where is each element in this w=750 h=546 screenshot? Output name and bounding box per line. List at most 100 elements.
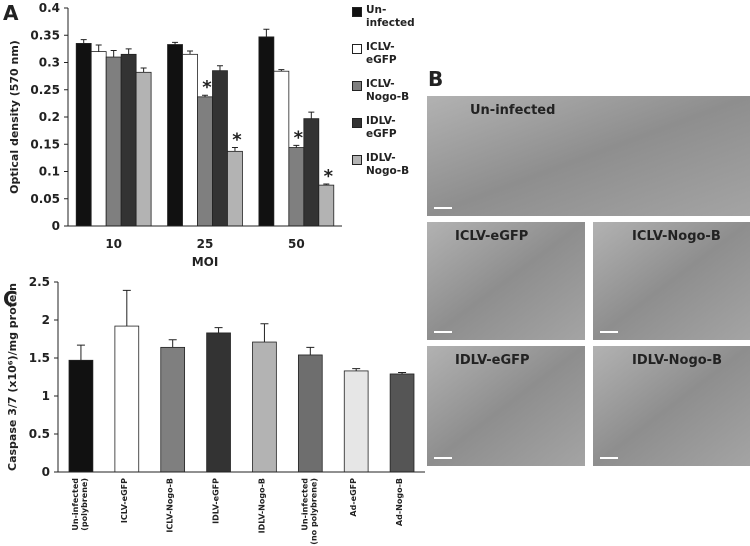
legend-label: Un-infected <box>366 4 415 29</box>
error-bar <box>323 183 330 186</box>
bar <box>105 56 122 227</box>
legend: Un-infected ICLV-eGFP ICLV-Nogo-B IDLV-eGFP… <box>352 4 427 189</box>
error-bar <box>95 44 102 52</box>
error-bar <box>263 28 270 37</box>
bar <box>90 51 107 227</box>
x-tick-label: 50 <box>288 237 305 251</box>
legend-swatch <box>352 7 362 17</box>
bar <box>303 118 320 227</box>
y-axis-title: Optical density (570 nm) <box>8 40 21 194</box>
error-bar <box>306 346 315 355</box>
error-bar <box>168 339 177 348</box>
error-bar <box>187 50 194 55</box>
legend-entry: Un-infected <box>352 4 427 41</box>
legend-entry: ICLV-eGFP <box>352 41 427 78</box>
error-bar <box>140 67 147 73</box>
micrograph <box>427 96 750 216</box>
significance-marker: * <box>202 77 212 98</box>
y-tick-label: 0 <box>52 219 60 233</box>
error-bar <box>216 65 223 71</box>
x-tick-label: IDLV-eGFP <box>212 478 221 524</box>
bar <box>318 184 335 227</box>
bar <box>258 36 275 227</box>
x-tick-label: Ad-eGFP <box>349 478 358 517</box>
bar <box>120 53 137 227</box>
micrographs: Un-infected ICLV-eGFP ICLV-Nogo-B IDLV-e… <box>427 96 750 466</box>
micrograph <box>427 346 585 466</box>
micrograph-label: ICLV-eGFP <box>455 229 528 244</box>
x-tick-label: Un-infected(polybrene) <box>71 478 89 531</box>
y-tick-label: 0.35 <box>30 28 60 42</box>
bar <box>227 150 243 227</box>
bar <box>68 359 94 473</box>
error-bar <box>293 144 300 148</box>
bar <box>252 341 277 473</box>
y-tick-label: 2 <box>42 313 50 327</box>
y-tick-label: 0.15 <box>30 137 60 151</box>
bar <box>135 71 152 227</box>
y-tick-label: 1 <box>42 389 50 403</box>
error-bar <box>308 111 315 119</box>
legend-swatch <box>352 118 362 128</box>
bar <box>273 70 290 227</box>
significance-marker: * <box>324 166 334 187</box>
legend-swatch <box>352 44 362 54</box>
legend-label: IDLV-eGFP <box>366 115 397 140</box>
legend-label: ICLV-Nogo-B <box>366 78 410 103</box>
error-bar <box>125 48 132 55</box>
y-tick-label: 2.5 <box>29 275 50 289</box>
error-bar <box>172 41 179 45</box>
micrograph <box>427 222 585 340</box>
error-bar <box>110 50 117 58</box>
y-tick-label: 1.5 <box>29 351 50 365</box>
micrograph <box>593 222 750 340</box>
x-tick-label: 25 <box>197 237 214 251</box>
bar <box>160 346 186 473</box>
x-tick-label: 10 <box>105 237 122 251</box>
bar <box>288 147 305 227</box>
y-tick-label: 0.5 <box>29 427 50 441</box>
bar <box>114 325 140 473</box>
significance-marker: * <box>294 127 304 148</box>
y-tick-label: 0 <box>42 465 50 479</box>
error-bar <box>278 69 285 72</box>
panel-label: C <box>3 287 18 311</box>
bar <box>297 354 323 473</box>
bar <box>343 370 369 473</box>
error-bar <box>202 94 208 97</box>
legend-entry: ICLV-Nogo-B <box>352 78 427 115</box>
micrograph-label: Un-infected <box>470 103 555 118</box>
x-tick-label: IDLV-Nogo-B <box>257 478 266 533</box>
bar <box>167 44 183 227</box>
error-bar <box>231 147 238 152</box>
legend-swatch <box>352 155 362 165</box>
x-axis-title: MOI <box>192 255 219 269</box>
error-bar <box>398 371 407 374</box>
y-axis-title: Caspase 3/7 (x10⁶)/mg protein <box>6 283 19 471</box>
panel-label: B <box>428 67 443 91</box>
error-bar <box>214 327 223 333</box>
y-tick-label: 0.4 <box>39 1 60 15</box>
scale-bars <box>434 207 618 459</box>
legend-entry: IDLV-Nogo-B <box>352 152 427 189</box>
legend-entry: IDLV-eGFP <box>352 115 427 152</box>
bar <box>389 373 415 473</box>
error-bar <box>260 323 269 343</box>
x-tick-label: ICLV-Nogo-B <box>166 478 175 533</box>
bar <box>206 332 231 473</box>
bar <box>75 43 92 227</box>
error-bar <box>352 368 361 371</box>
y-tick-label: 0.3 <box>39 56 60 70</box>
y-tick-label: 0.05 <box>30 192 60 206</box>
micrograph-label: IDLV-Nogo-B <box>632 353 722 368</box>
micrograph-label: ICLV-Nogo-B <box>632 229 721 244</box>
error-bar <box>122 289 131 327</box>
y-tick-label: 0.2 <box>39 110 60 124</box>
x-tick-label: Un-infected(no polybrene) <box>300 478 318 545</box>
legend-swatch <box>352 81 362 91</box>
bar <box>182 53 198 227</box>
x-tick-label: Ad-Nogo-B <box>395 478 404 526</box>
y-tick-label: 0.1 <box>39 165 60 179</box>
